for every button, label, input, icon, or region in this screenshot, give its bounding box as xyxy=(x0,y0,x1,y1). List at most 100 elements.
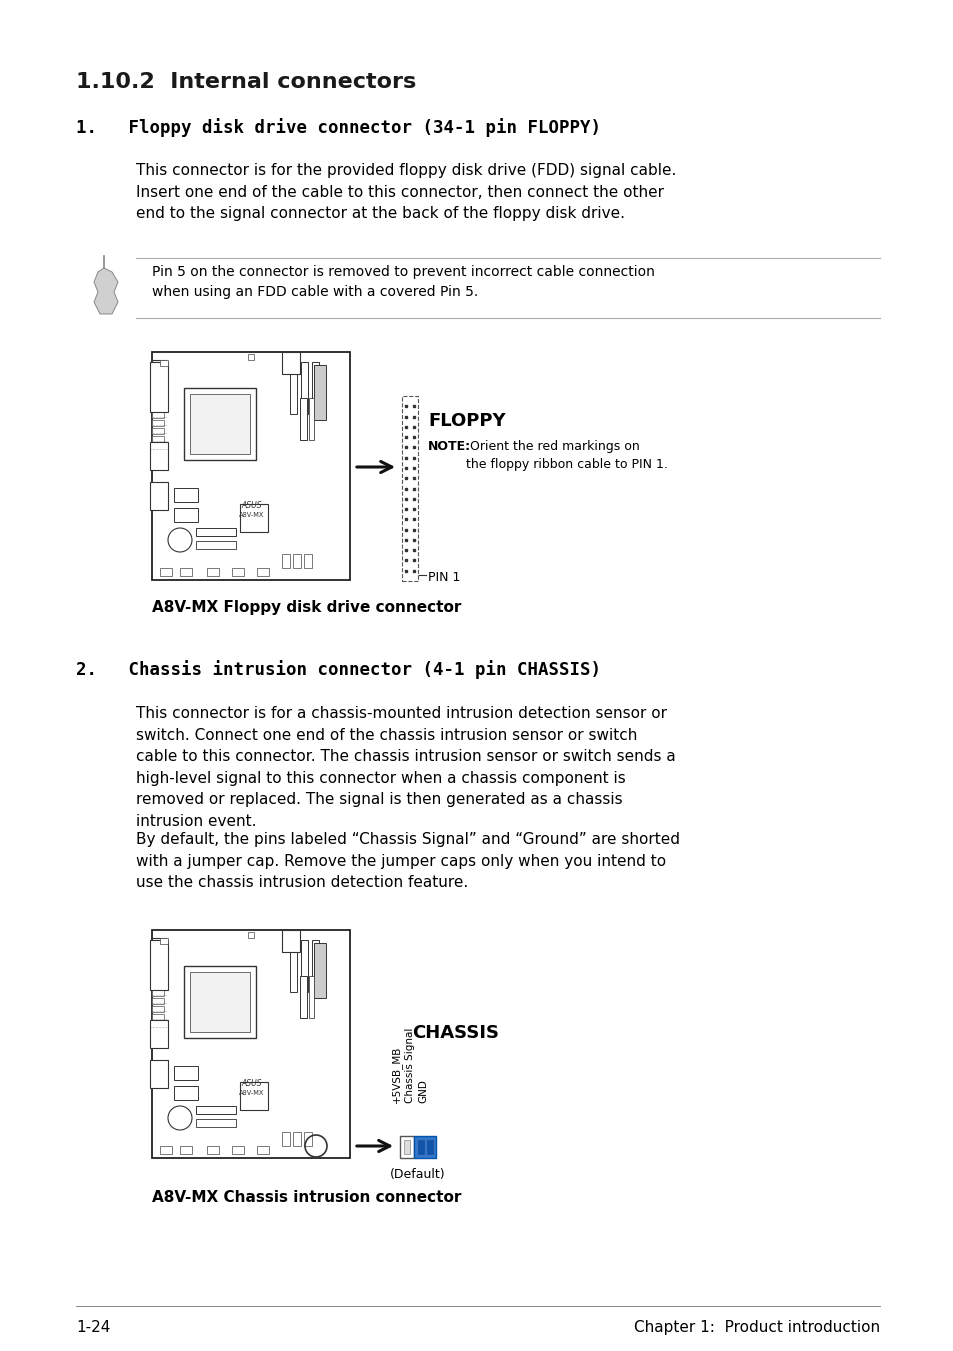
Bar xyxy=(414,1136,436,1158)
Bar xyxy=(152,420,164,426)
Bar xyxy=(152,998,164,1004)
Bar xyxy=(401,396,417,581)
Bar xyxy=(160,567,172,576)
Bar xyxy=(152,412,164,417)
Text: This connector is for the provided floppy disk drive (FDD) signal cable.
Insert : This connector is for the provided flopp… xyxy=(136,163,676,222)
Bar xyxy=(304,554,312,567)
Bar xyxy=(290,362,296,413)
Text: 2.   Chassis intrusion connector (4-1 pin CHASSIS): 2. Chassis intrusion connector (4-1 pin … xyxy=(76,661,600,680)
Bar xyxy=(152,982,164,988)
Text: CHASSIS: CHASSIS xyxy=(412,1024,498,1042)
Bar xyxy=(427,1140,433,1154)
Bar xyxy=(173,488,198,503)
Bar xyxy=(207,1146,219,1154)
Bar xyxy=(282,1132,290,1146)
Bar xyxy=(399,1136,414,1158)
Text: 1.10.2  Internal connectors: 1.10.2 Internal connectors xyxy=(76,72,416,92)
Bar xyxy=(195,528,235,536)
Bar xyxy=(152,396,164,403)
Bar xyxy=(152,1015,164,1020)
Text: This connector is for a chassis-mounted intrusion detection sensor or
switch. Co: This connector is for a chassis-mounted … xyxy=(136,707,675,830)
Bar xyxy=(207,567,219,576)
Text: Pin 5 on the connector is removed to prevent incorrect cable connection
when usi: Pin 5 on the connector is removed to pre… xyxy=(152,265,654,299)
Bar xyxy=(150,442,168,470)
Bar xyxy=(160,938,168,944)
Bar xyxy=(152,990,164,996)
Text: PIN 1: PIN 1 xyxy=(428,571,460,584)
Circle shape xyxy=(168,1106,192,1129)
Text: Orient the red markings on
the floppy ribbon cable to PIN 1.: Orient the red markings on the floppy ri… xyxy=(465,440,667,471)
Bar xyxy=(293,1132,301,1146)
Text: A8V-MX: A8V-MX xyxy=(239,1090,264,1096)
Bar xyxy=(314,365,326,420)
Bar xyxy=(152,359,166,390)
Bar xyxy=(248,354,253,359)
Text: Chapter 1:  Product introduction: Chapter 1: Product introduction xyxy=(633,1320,879,1335)
Bar xyxy=(195,1106,235,1115)
Bar xyxy=(232,567,244,576)
Text: 1-24: 1-24 xyxy=(76,1320,111,1335)
Bar xyxy=(195,1119,235,1127)
Bar xyxy=(312,940,318,992)
Text: (Default): (Default) xyxy=(390,1169,445,1181)
Text: By default, the pins labeled “Chassis Signal” and “Ground” are shorted
with a ju: By default, the pins labeled “Chassis Si… xyxy=(136,832,679,890)
Bar xyxy=(160,359,168,366)
Text: +5VSB_MB: +5VSB_MB xyxy=(391,1046,401,1102)
Bar xyxy=(160,1146,172,1154)
Bar xyxy=(282,353,299,374)
Bar xyxy=(152,353,350,580)
Bar xyxy=(309,399,314,440)
Text: A8V-MX Floppy disk drive connector: A8V-MX Floppy disk drive connector xyxy=(152,600,461,615)
Bar xyxy=(282,554,290,567)
Bar xyxy=(299,975,307,1019)
Text: NOTE:: NOTE: xyxy=(428,440,471,453)
Bar xyxy=(184,966,255,1038)
Bar xyxy=(314,943,326,998)
Bar xyxy=(173,1066,198,1079)
Bar xyxy=(282,929,299,952)
Bar xyxy=(195,540,235,549)
Bar xyxy=(150,1020,168,1048)
Text: A8V-MX Chassis intrusion connector: A8V-MX Chassis intrusion connector xyxy=(152,1190,461,1205)
Bar xyxy=(417,1140,423,1154)
Bar xyxy=(190,971,250,1032)
Bar xyxy=(232,1146,244,1154)
Bar xyxy=(240,504,268,532)
Bar xyxy=(256,567,269,576)
Bar xyxy=(184,388,255,459)
Bar xyxy=(299,399,307,440)
Bar xyxy=(173,508,198,521)
Bar xyxy=(248,932,253,938)
Polygon shape xyxy=(94,267,118,313)
Text: A8V-MX: A8V-MX xyxy=(239,512,264,517)
Bar xyxy=(190,394,250,454)
Bar xyxy=(152,428,164,434)
Bar xyxy=(180,567,192,576)
Bar xyxy=(312,362,318,413)
Bar xyxy=(301,940,308,992)
Bar xyxy=(152,929,350,1158)
Text: ASUS: ASUS xyxy=(241,1079,262,1089)
Bar xyxy=(150,362,168,412)
Bar xyxy=(180,1146,192,1154)
Text: GND: GND xyxy=(417,1079,428,1102)
Bar xyxy=(152,1006,164,1012)
Bar xyxy=(304,1132,312,1146)
Bar xyxy=(240,1082,268,1111)
Bar xyxy=(173,1086,198,1100)
Bar xyxy=(152,974,164,979)
Bar xyxy=(150,1061,168,1088)
Bar xyxy=(309,975,314,1019)
Text: ASUS: ASUS xyxy=(241,501,262,511)
Bar xyxy=(152,436,164,442)
Bar xyxy=(152,404,164,409)
Bar xyxy=(150,940,168,990)
Text: Chassis Signal: Chassis Signal xyxy=(405,1028,415,1102)
Bar xyxy=(403,1140,410,1154)
Bar xyxy=(293,554,301,567)
Bar xyxy=(301,362,308,413)
Circle shape xyxy=(168,528,192,553)
Bar xyxy=(290,940,296,992)
Bar xyxy=(152,938,166,969)
Bar xyxy=(150,482,168,509)
